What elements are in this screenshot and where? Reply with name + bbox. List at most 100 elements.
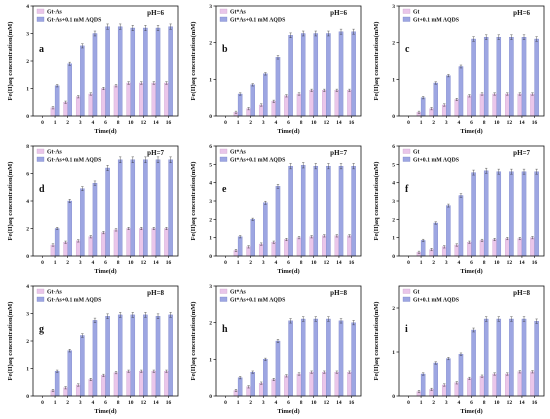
bar-series2 — [433, 362, 438, 397]
bar-series1 — [530, 93, 535, 117]
x-tick-label: 3 — [79, 400, 82, 406]
error-bar — [459, 64, 463, 69]
legend-swatch-series2 — [402, 296, 411, 302]
bar-series1 — [296, 237, 302, 257]
x-axis-title: Time(d) — [460, 128, 482, 135]
bar-series2 — [155, 27, 161, 117]
legend-label: Gt*As — [230, 150, 247, 156]
bar-series2 — [509, 37, 514, 117]
y-axis-title: Fe(II)aq concentration(mM) — [373, 302, 380, 381]
plot-frame — [215, 285, 362, 397]
error-bar — [455, 98, 459, 101]
bar-series1 — [492, 373, 497, 397]
bar-series1 — [88, 236, 94, 257]
error-bar — [169, 156, 172, 163]
error-bar — [64, 100, 67, 104]
bar-series1 — [505, 238, 510, 257]
x-tick-label: 6 — [287, 400, 290, 406]
error-bar — [310, 88, 313, 92]
bar-series2 — [67, 63, 72, 117]
bar-series1 — [467, 242, 472, 257]
error-bar — [165, 81, 168, 85]
x-tick-label: 0 — [224, 400, 227, 406]
bar-series2 — [168, 26, 173, 117]
bar-series1 — [505, 373, 510, 397]
y-tick-label: 1 — [26, 367, 29, 373]
legend-swatch-series1 — [36, 288, 45, 294]
error-bar — [447, 203, 450, 208]
error-bar — [152, 369, 156, 373]
error-bar — [251, 83, 254, 87]
error-bar — [506, 372, 509, 376]
error-bar — [493, 238, 496, 241]
bar-series2 — [263, 359, 268, 397]
bar-series2 — [326, 318, 331, 397]
error-bar — [493, 92, 496, 96]
error-bar — [323, 234, 326, 238]
error-bar — [51, 106, 55, 110]
bar-series2 — [338, 166, 344, 257]
bar-series1 — [101, 88, 106, 117]
x-tick-label: 3 — [445, 260, 448, 266]
error-bar — [89, 235, 93, 239]
error-bar — [459, 352, 463, 356]
x-tick-label: 10 — [494, 120, 500, 126]
error-bar — [348, 88, 351, 92]
x-tick-label: 12 — [324, 120, 330, 126]
error-bar — [93, 30, 97, 37]
error-bar — [455, 243, 459, 247]
y-tick-label: 2 — [26, 59, 29, 65]
bar-series1 — [139, 371, 144, 397]
error-bar — [114, 228, 118, 232]
error-bar — [77, 383, 80, 387]
x-tick-label: 14 — [519, 120, 525, 126]
legend-label: Gt*As+0.1 mM AQDS — [230, 298, 285, 304]
bar-series1 — [322, 372, 327, 397]
x-tick-label: 2 — [249, 400, 252, 406]
y-tick-label: 2 — [26, 227, 29, 233]
bar-series2 — [275, 340, 281, 397]
x-tick-label: 8 — [117, 120, 120, 126]
bar-series2 — [237, 236, 243, 257]
error-bar — [89, 378, 93, 381]
x-tick-label: 3 — [79, 260, 82, 266]
bar-series1 — [151, 371, 157, 397]
error-bar — [352, 163, 355, 170]
bar-series2 — [263, 202, 268, 257]
error-bar — [77, 239, 80, 243]
error-bar — [310, 235, 313, 239]
x-tick-label: 2 — [66, 120, 69, 126]
error-bar — [264, 357, 267, 361]
bar-series1 — [113, 229, 119, 257]
bar-series2 — [92, 320, 98, 397]
error-bar — [64, 386, 67, 390]
x-tick-label: 8 — [483, 120, 486, 126]
error-bar — [144, 156, 147, 163]
error-bar — [247, 245, 250, 249]
error-bar — [335, 370, 339, 374]
error-bar — [327, 30, 330, 37]
error-bar — [81, 43, 84, 49]
x-tick-label: 12 — [324, 400, 330, 406]
bar-series2 — [250, 84, 255, 117]
y-tick-label: 3 — [26, 32, 29, 38]
x-axis-title: Time(d) — [94, 268, 116, 275]
x-tick-label: 16 — [166, 400, 172, 406]
legend-swatch-series1 — [219, 8, 228, 14]
y-tick-label: 4 — [26, 284, 29, 290]
bar-series2 — [521, 37, 527, 117]
error-bar — [127, 369, 130, 373]
bar-series2 — [446, 358, 451, 397]
error-bar — [106, 165, 109, 171]
ph-label: pH=7 — [513, 149, 530, 157]
bar-series2 — [534, 321, 539, 397]
error-bar — [518, 92, 522, 96]
error-bar — [51, 389, 55, 392]
error-bar — [144, 25, 147, 31]
bar-series2 — [496, 318, 502, 397]
error-bar — [301, 30, 305, 37]
bar-series1 — [139, 82, 144, 117]
bar-series1 — [271, 379, 277, 397]
